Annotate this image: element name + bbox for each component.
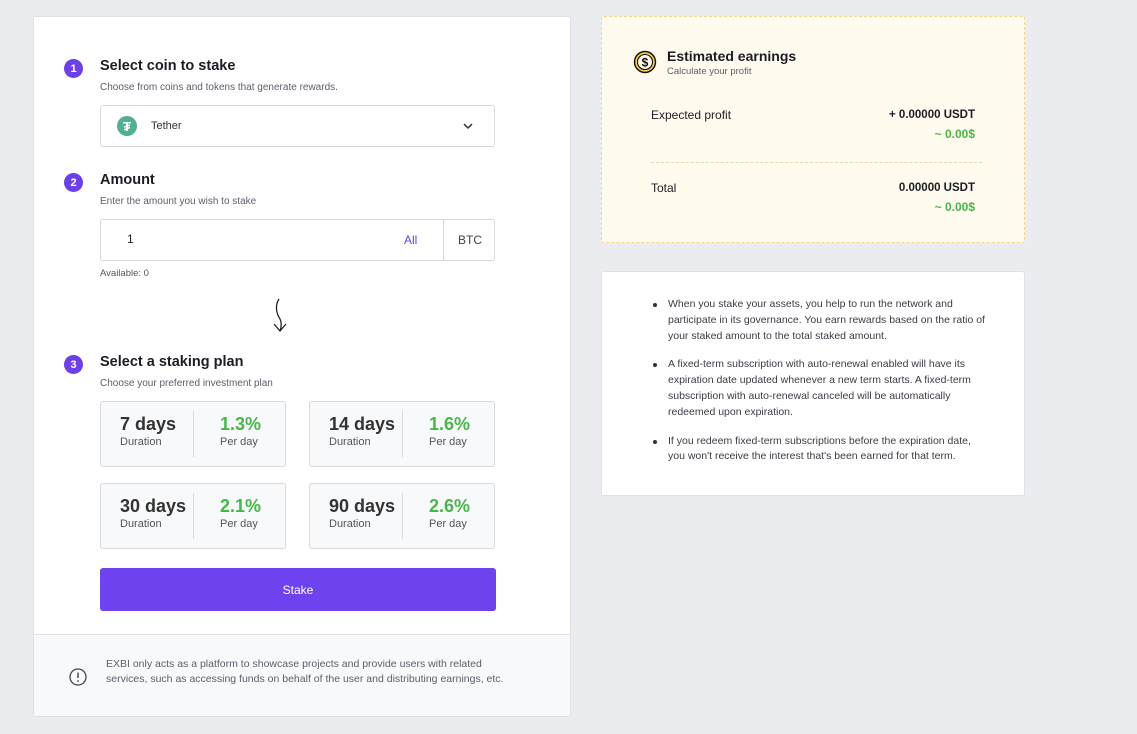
list-item: If you redeem fixed-term subscriptions b…	[652, 434, 987, 466]
total-label: Total	[651, 181, 677, 195]
tether-icon: ₮	[117, 116, 137, 136]
plan-rate: 1.3%	[220, 414, 262, 434]
plan-duration-label: Duration	[329, 436, 371, 448]
estimated-earnings-panel: $ Estimated earnings Calculate your prof…	[601, 16, 1025, 243]
amount-field: All BTC	[100, 219, 495, 261]
chevron-down-icon[interactable]	[462, 120, 474, 132]
all-button[interactable]: All	[404, 233, 418, 247]
divider	[651, 162, 982, 163]
divider	[402, 493, 403, 539]
info-list: When you stake your assets, you help to …	[652, 297, 987, 478]
step-number: 2	[64, 173, 83, 192]
plan-days: 90 days	[329, 496, 396, 516]
plan-option[interactable]: 90 days Duration 2.6% Per day	[309, 483, 495, 549]
total-usd: ~ 0.00$	[934, 200, 975, 214]
disclaimer-text: EXBI only acts as a platform to showcase…	[106, 658, 504, 685]
plan-duration-label: Duration	[120, 518, 162, 530]
plan-duration-label: Duration	[329, 518, 371, 530]
available-balance: Available: 0	[100, 268, 149, 279]
plan-rate: 1.6%	[429, 414, 471, 434]
plan-duration-label: Duration	[120, 436, 162, 448]
step-subtitle: Choose your preferred investment plan	[100, 378, 273, 389]
dollar-coin-icon: $	[633, 50, 657, 74]
expected-profit-value: + 0.00000 USDT	[889, 109, 975, 121]
divider	[402, 411, 403, 457]
divider	[443, 220, 444, 260]
info-icon	[69, 668, 87, 686]
amount-input[interactable]	[127, 232, 327, 246]
arrow-down-icon	[273, 298, 287, 332]
plan-days: 14 days	[329, 414, 396, 434]
plan-option[interactable]: 7 days Duration 1.3% Per day	[100, 401, 286, 467]
coin-select[interactable]: ₮ Tether	[100, 105, 495, 147]
step-title: Select a staking plan	[100, 354, 244, 370]
step-number: 3	[64, 355, 83, 374]
plan-per-label: Per day	[429, 518, 467, 530]
plan-per-label: Per day	[429, 436, 467, 448]
step-subtitle: Choose from coins and tokens that genera…	[100, 82, 338, 93]
plan-per-label: Per day	[220, 436, 258, 448]
disclaimer-footer: EXBI only acts as a platform to showcase…	[34, 634, 570, 716]
earnings-title: Estimated earnings	[667, 48, 797, 64]
staking-info-panel: When you stake your assets, you help to …	[601, 271, 1025, 496]
step-subtitle: Enter the amount you wish to stake	[100, 196, 257, 207]
earnings-subtitle: Calculate your profit	[667, 66, 752, 77]
divider	[193, 411, 194, 457]
total-value: 0.00000 USDT	[898, 182, 975, 194]
plan-rate: 2.6%	[429, 496, 471, 516]
plan-days: 7 days	[120, 414, 177, 434]
step-number: 1	[64, 59, 83, 78]
selected-coin: Tether	[151, 120, 182, 132]
step-title: Amount	[100, 172, 155, 188]
step-title: Select coin to stake	[100, 58, 236, 74]
plan-per-label: Per day	[220, 518, 258, 530]
plan-rate: 2.1%	[220, 496, 262, 516]
currency-unit: BTC	[458, 233, 482, 247]
svg-text:$: $	[642, 56, 649, 70]
list-item: When you stake your assets, you help to …	[652, 297, 987, 344]
staking-form-card: 1 Select coin to stake Choose from coins…	[33, 16, 571, 717]
expected-profit-label: Expected profit	[651, 108, 732, 122]
stake-button[interactable]: Stake	[100, 568, 496, 611]
plan-option[interactable]: 14 days Duration 1.6% Per day	[309, 401, 495, 467]
plan-days: 30 days	[120, 496, 187, 516]
divider	[193, 493, 194, 539]
list-item: A fixed-term subscription with auto-rene…	[652, 357, 987, 420]
expected-profit-usd: ~ 0.00$	[934, 127, 975, 141]
plan-option[interactable]: 30 days Duration 2.1% Per day	[100, 483, 286, 549]
